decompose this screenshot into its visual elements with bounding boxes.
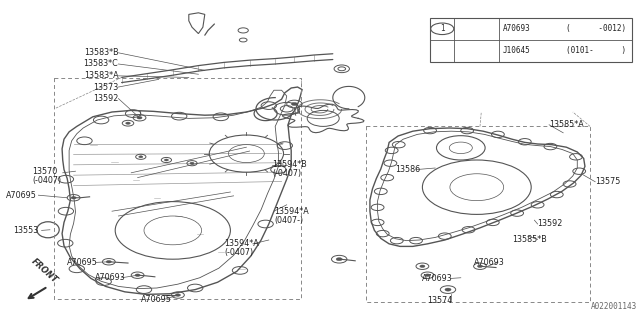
Circle shape <box>139 156 143 158</box>
Text: (-0407): (-0407) <box>224 248 253 257</box>
Circle shape <box>425 274 430 276</box>
Text: 13592: 13592 <box>538 220 563 228</box>
Text: A70695: A70695 <box>6 191 37 200</box>
Circle shape <box>477 265 483 268</box>
Text: 13583*C: 13583*C <box>84 60 118 68</box>
Circle shape <box>137 116 142 119</box>
Text: 13594*A: 13594*A <box>224 239 259 248</box>
Circle shape <box>336 258 342 261</box>
Circle shape <box>190 162 194 164</box>
Text: A70693: A70693 <box>474 258 504 267</box>
Circle shape <box>175 294 180 296</box>
Text: (-0407): (-0407) <box>272 169 301 178</box>
Circle shape <box>125 122 131 124</box>
Circle shape <box>106 260 111 263</box>
Text: J10645: J10645 <box>502 46 530 55</box>
Circle shape <box>135 274 140 276</box>
Text: 13586: 13586 <box>396 165 420 174</box>
FancyBboxPatch shape <box>430 18 632 62</box>
Text: 13583*A: 13583*A <box>84 71 118 80</box>
Text: 13583*B: 13583*B <box>84 48 118 57</box>
Circle shape <box>420 265 425 268</box>
Text: A70693: A70693 <box>422 274 453 283</box>
Text: 13573: 13573 <box>93 83 118 92</box>
Text: 13574: 13574 <box>428 296 452 305</box>
Text: 13592: 13592 <box>93 94 118 103</box>
Text: (0407-): (0407-) <box>274 216 303 225</box>
Circle shape <box>291 102 298 106</box>
Text: (0101-      ): (0101- ) <box>566 46 627 55</box>
Text: 13594*B: 13594*B <box>272 160 307 169</box>
Circle shape <box>164 159 168 161</box>
Text: A70695: A70695 <box>141 295 172 304</box>
Text: (      -0012): ( -0012) <box>566 24 627 33</box>
Text: 13575: 13575 <box>595 177 621 186</box>
Circle shape <box>445 288 451 291</box>
Text: 13585*A: 13585*A <box>549 120 584 129</box>
Text: A70693: A70693 <box>502 24 530 33</box>
Text: 13585*B: 13585*B <box>512 235 547 244</box>
Text: 13570: 13570 <box>32 167 57 176</box>
Text: (-0407): (-0407) <box>32 176 61 185</box>
Text: A70693: A70693 <box>95 273 125 282</box>
Circle shape <box>71 196 76 199</box>
Text: A022001143: A022001143 <box>591 302 637 311</box>
Text: A70695: A70695 <box>67 258 98 267</box>
Text: 1: 1 <box>440 24 445 33</box>
Text: 13594*A: 13594*A <box>274 207 308 216</box>
Text: FRONT: FRONT <box>30 257 60 285</box>
Text: 13553: 13553 <box>13 226 38 235</box>
